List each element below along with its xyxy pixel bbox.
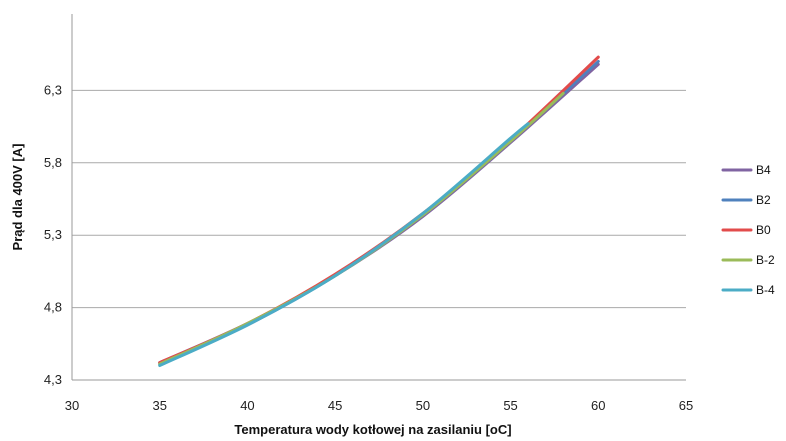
legend-label-b-4: B-4 (756, 283, 775, 297)
x-tick-label: 65 (679, 398, 693, 413)
x-tick-label: 60 (591, 398, 605, 413)
series-line-b-2 (158, 91, 565, 366)
x-tick-label: 55 (503, 398, 517, 413)
axes (71, 14, 686, 381)
y-tick-label: 5,3 (44, 227, 62, 242)
gridlines (72, 89, 686, 309)
x-tick-label: 40 (240, 398, 254, 413)
legend-label-b2: B2 (756, 193, 771, 207)
series-line-b4 (158, 62, 600, 365)
series-lines (158, 55, 600, 368)
x-tick-label: 50 (416, 398, 430, 413)
legend-label-b-2: B-2 (756, 253, 775, 267)
series-line-b-4 (158, 122, 530, 368)
series-line-b2 (158, 59, 600, 366)
x-tick-label: 35 (152, 398, 166, 413)
tick-labels: 4,3 4,8 5,3 5,8 6,3 30 35 40 45 50 55 60 65 (44, 82, 693, 413)
x-tick-label: 30 (65, 398, 79, 413)
x-axis-title: Temperatura wody kotłowej na zasilaniu [… (234, 422, 511, 437)
legend-label-b0: B0 (756, 223, 771, 237)
y-tick-label: 4,3 (44, 372, 62, 387)
y-tick-label: 6,3 (44, 82, 62, 97)
series-line-b0 (158, 55, 600, 365)
y-tick-label: 5,8 (44, 155, 62, 170)
legend-label-b4: B4 (756, 163, 771, 177)
x-tick-label: 45 (328, 398, 342, 413)
legend: B4 B2 B0 B-2 B-4 (721, 163, 775, 297)
y-axis-title: Prąd dla 400V [A] (10, 144, 25, 251)
y-tick-label: 4,8 (44, 300, 62, 315)
